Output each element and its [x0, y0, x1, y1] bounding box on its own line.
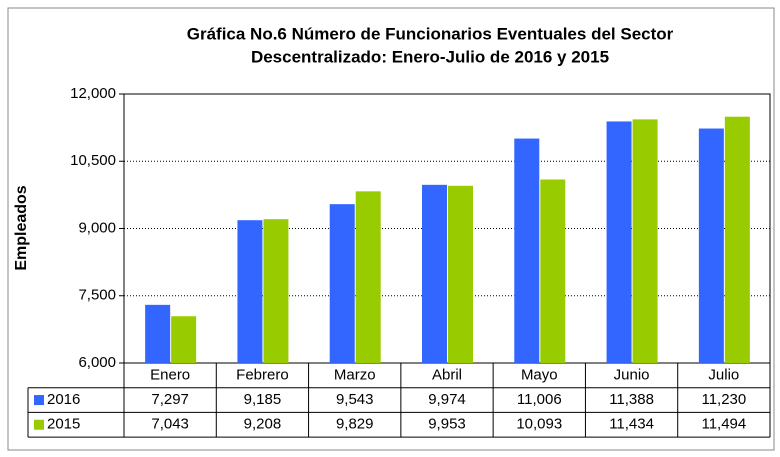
table-value: 11,494: [701, 416, 746, 433]
table-value: 9,208: [244, 416, 282, 433]
y-tick-label: 7,500: [78, 287, 116, 304]
table-value: 9,185: [244, 391, 282, 408]
bar: [171, 316, 197, 363]
y-tick-label: 9,000: [78, 219, 116, 236]
legend-key: [34, 419, 44, 430]
legend-key: [34, 395, 44, 406]
bar: [329, 204, 355, 363]
table-value: 11,230: [701, 391, 746, 408]
table-value: 10,093: [516, 416, 562, 433]
bar: [237, 220, 263, 363]
bar: [145, 304, 171, 363]
x-tick-label: Marzo: [334, 366, 376, 383]
bar: [448, 185, 473, 363]
table-value: 7,043: [151, 416, 189, 433]
x-tick-label: Abril: [432, 366, 462, 383]
x-tick-label: Enero: [150, 366, 190, 383]
bar: [263, 219, 289, 363]
chart-title: Descentralizado: Enero-Julio de 2016 y 2…: [251, 47, 609, 66]
legend-label: 2016: [47, 391, 80, 408]
table-value: 9,974: [428, 391, 466, 408]
chart-title: Gráfica No.6 Número de Funcionarios Even…: [187, 24, 674, 43]
bar: [514, 138, 540, 363]
bar: [606, 121, 632, 363]
bar: [540, 179, 566, 363]
bar: [632, 119, 658, 363]
table-value: 11,006: [517, 391, 562, 408]
bar: [355, 191, 381, 363]
x-tick-label: Julio: [708, 366, 739, 383]
x-tick-label: Mayo: [521, 366, 558, 383]
y-tick-label: 10,500: [70, 152, 116, 169]
y-axis-label: Empleados: [13, 185, 30, 270]
table-value: 9,829: [336, 416, 374, 433]
y-tick-label: 6,000: [78, 354, 116, 371]
table-value: 11,388: [609, 391, 654, 408]
bar: [422, 184, 447, 363]
table-value: 9,953: [428, 416, 466, 433]
table-value: 11,434: [609, 416, 654, 433]
x-tick-label: Junio: [614, 366, 650, 383]
bar: [698, 128, 724, 363]
y-tick-label: 12,000: [70, 85, 116, 102]
bar: [724, 116, 750, 363]
table-value: 7,297: [151, 391, 189, 408]
x-tick-label: Febrero: [236, 366, 289, 383]
legend-label: 2015: [47, 416, 80, 433]
table-value: 9,543: [336, 391, 374, 408]
